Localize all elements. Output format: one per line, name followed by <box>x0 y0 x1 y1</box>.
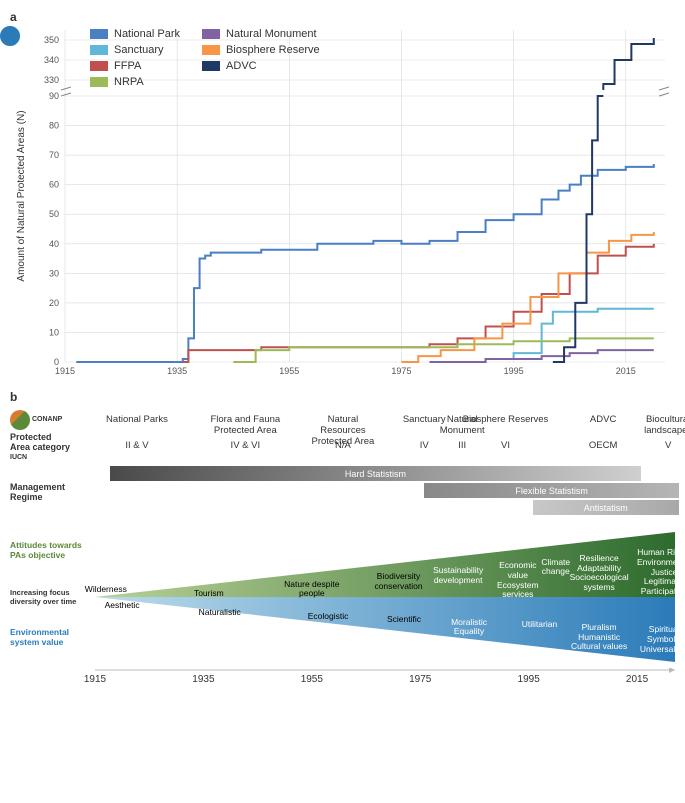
iucn-code: II & V <box>125 440 148 451</box>
legend-item: FFPA <box>90 60 180 72</box>
legend-item: National Park <box>90 28 180 40</box>
iucn-code: VI <box>501 440 510 451</box>
legend-item: ADVC <box>202 60 320 72</box>
triangle-label: Tourism <box>194 589 224 599</box>
attitudes-label: Attitudes towards PAs objective <box>10 540 92 560</box>
triangle-label: Utilitarian <box>522 620 557 630</box>
iucn-code: IV <box>420 440 429 451</box>
legend-item: NRPA <box>90 76 180 88</box>
triangle-label: Nature despite people <box>284 580 339 600</box>
triangle: WildernessTourismNature despite peopleBi… <box>95 532 675 662</box>
timeline-tick: 2015 <box>626 674 648 685</box>
legend: National Park Sanctuary FFPA NRPA Natural Mo… <box>90 28 320 88</box>
mgmt-row: Hard StatistismFlexible StatistismAntist… <box>99 466 675 518</box>
panel-a-label: a <box>10 10 675 24</box>
legend-item: Sanctuary <box>90 44 180 56</box>
category-head: Biocultural landscapes <box>644 414 685 436</box>
triangle-label: Pluralism Humanistic Cultural values <box>571 623 627 652</box>
iucn-code: III <box>458 440 466 451</box>
svg-text:60: 60 <box>49 180 59 190</box>
mgmt-bar: Flexible Statistism <box>424 483 679 498</box>
triangle-label: Spiritual Symbolic Universalism <box>640 625 685 654</box>
timeline-tick: 1915 <box>84 674 106 685</box>
legend-item: Natural Monument <box>202 28 320 40</box>
category-head: Flora and Fauna Protected Area <box>210 414 280 436</box>
timeline-tick: 1975 <box>409 674 431 685</box>
triangle-label: Naturalistic <box>199 608 241 618</box>
mid-label: Increasing focus diversity over time <box>10 588 92 606</box>
triangle-label: Moralistic Equality <box>451 618 487 638</box>
svg-text:50: 50 <box>49 209 59 219</box>
triangle-label: Human Rights Environmental Justice Legit… <box>637 548 685 597</box>
svg-text:2015: 2015 <box>616 366 636 376</box>
triangle-label: Economic value Ecosystem services <box>497 561 539 600</box>
triangle-label: Sustainability development <box>433 566 483 586</box>
svg-text:40: 40 <box>49 239 59 249</box>
svg-text:10: 10 <box>49 327 59 337</box>
iucn-logo <box>0 26 20 46</box>
svg-text:70: 70 <box>49 150 59 160</box>
legend-item: Biosphere Reserve <box>202 44 320 56</box>
panel-b-label: b <box>10 390 675 404</box>
triangle-label: Biodiversity conservation <box>374 572 422 592</box>
svg-text:Amount of Natural Protected Ar: Amount of Natural Protected Areas (N) <box>16 110 27 281</box>
category-row: National Parks II & V Flora and Fauna Prot… <box>99 414 675 456</box>
pa-category-label: CONANP Protected Area category IUCN <box>10 410 99 461</box>
mgmt-bar: Antistatism <box>533 500 679 515</box>
env-label: Environmental system value <box>10 627 92 647</box>
triangle-label: Wilderness <box>85 585 127 595</box>
panel-b: CONANP Protected Area category IUCN Nati… <box>10 410 675 690</box>
svg-text:90: 90 <box>49 91 59 101</box>
triangle-label: Scientific <box>387 615 421 625</box>
mgmt-bar: Hard Statistism <box>110 466 641 481</box>
iucn-code: OECM <box>589 440 618 451</box>
chart-a: National Park Sanctuary FFPA NRPA Natural Mo… <box>10 24 675 384</box>
svg-text:350: 350 <box>44 35 59 45</box>
timeline-tick: 1995 <box>518 674 540 685</box>
category-head: Biosphere Reserves <box>463 414 549 425</box>
svg-text:30: 30 <box>49 268 59 278</box>
svg-text:80: 80 <box>49 121 59 131</box>
svg-text:1935: 1935 <box>167 366 187 376</box>
conanp-logo <box>10 410 30 430</box>
bottom-timeline: 191519351955197519952015 <box>95 670 675 690</box>
triangle-label: Climate change <box>541 558 570 578</box>
triangle-label: Resilience Adaptability Socioecological … <box>570 554 629 593</box>
svg-text:1995: 1995 <box>504 366 524 376</box>
iucn-code: N/A <box>335 440 351 451</box>
category-head: National Parks <box>106 414 168 425</box>
svg-text:1955: 1955 <box>279 366 299 376</box>
svg-text:330: 330 <box>44 75 59 85</box>
category-head: ADVC <box>590 414 616 425</box>
svg-text:20: 20 <box>49 298 59 308</box>
iucn-code: IV & VI <box>231 440 261 451</box>
mgmt-label: Management Regime <box>10 482 99 502</box>
triangle-label: Aesthetic <box>105 601 140 611</box>
svg-text:1975: 1975 <box>391 366 411 376</box>
triangle-label: Ecologistic <box>308 612 349 622</box>
timeline-tick: 1935 <box>192 674 214 685</box>
svg-text:1915: 1915 <box>55 366 75 376</box>
svg-text:340: 340 <box>44 55 59 65</box>
timeline-tick: 1955 <box>301 674 323 685</box>
iucn-code: V <box>665 440 671 451</box>
